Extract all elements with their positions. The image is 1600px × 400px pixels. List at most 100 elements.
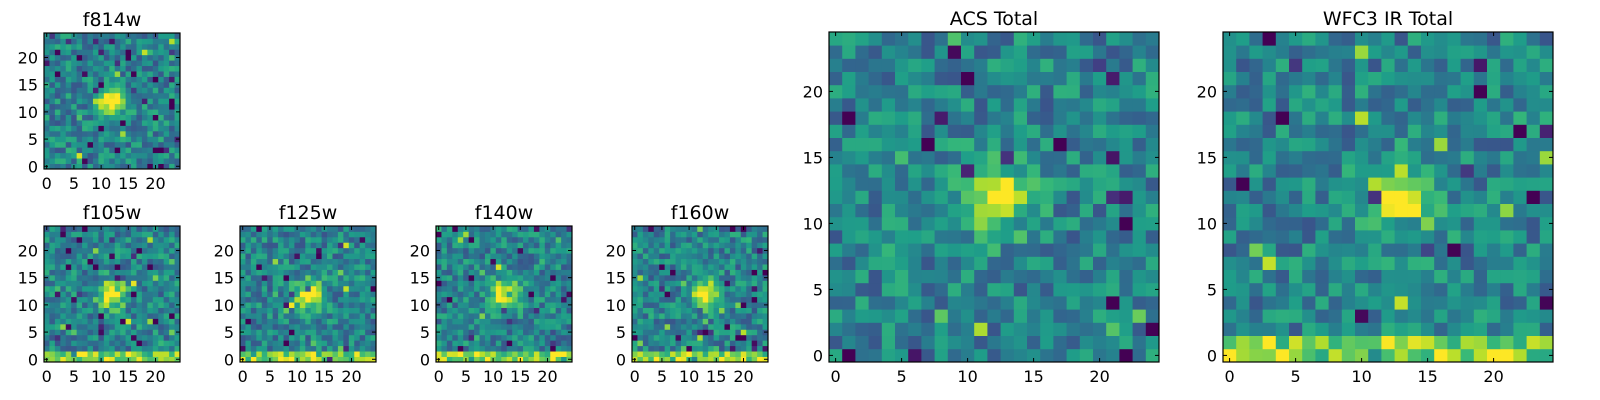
heatmap-cell bbox=[299, 274, 306, 281]
heatmap-cell bbox=[343, 318, 350, 325]
heatmap-cell bbox=[316, 253, 322, 260]
heatmap-cell bbox=[76, 43, 83, 50]
heatmap-cell bbox=[65, 147, 72, 154]
heatmap-cell bbox=[365, 313, 371, 319]
heatmap-cell bbox=[147, 285, 154, 292]
heatmap-cell bbox=[245, 345, 252, 352]
heatmap-cell bbox=[103, 87, 110, 94]
heatmap-cell bbox=[457, 236, 464, 243]
heatmap-cell bbox=[702, 356, 709, 363]
heatmap-cell bbox=[283, 285, 290, 292]
heatmap-cell bbox=[1027, 137, 1041, 152]
heatmap-cell bbox=[71, 258, 78, 265]
heatmap-cell bbox=[895, 84, 909, 99]
heatmap-cell bbox=[71, 87, 78, 94]
heatmap-cell bbox=[751, 285, 758, 292]
heatmap-cell bbox=[103, 130, 110, 137]
heatmap-cell bbox=[141, 280, 148, 287]
x-tick-label: 20 bbox=[1089, 367, 1109, 386]
heatmap-cell bbox=[702, 329, 709, 336]
heatmap-cell bbox=[141, 318, 148, 325]
heatmap-cell bbox=[637, 247, 644, 254]
heatmap-cell bbox=[136, 318, 143, 325]
heatmap-cell bbox=[908, 335, 922, 350]
heatmap-cell bbox=[278, 280, 284, 287]
heatmap-cell bbox=[1473, 256, 1488, 270]
heatmap-cell bbox=[506, 242, 513, 249]
heatmap-cell bbox=[908, 322, 922, 336]
heatmap-cell bbox=[1487, 84, 1501, 99]
heatmap-cell bbox=[446, 258, 453, 265]
heatmap-cell bbox=[1328, 348, 1343, 363]
heatmap-cell bbox=[245, 247, 252, 254]
heatmap-cell bbox=[103, 329, 110, 336]
heatmap-cell bbox=[343, 269, 350, 276]
heatmap-cell bbox=[632, 269, 638, 276]
heatmap-cell bbox=[1341, 256, 1356, 270]
heatmap-cell bbox=[327, 323, 333, 330]
heatmap-cell bbox=[1447, 348, 1461, 363]
heatmap-cell bbox=[675, 323, 682, 330]
heatmap-cell bbox=[49, 49, 56, 56]
heatmap-cell bbox=[702, 340, 709, 347]
heatmap-cell bbox=[131, 158, 137, 164]
heatmap-cell bbox=[680, 291, 687, 298]
heatmap-cell bbox=[544, 329, 551, 336]
heatmap-cell bbox=[441, 269, 448, 276]
heatmap-cell bbox=[240, 307, 246, 314]
heatmap-cell bbox=[1132, 282, 1147, 297]
heatmap-cell bbox=[1355, 164, 1369, 178]
heatmap-cell bbox=[702, 247, 709, 254]
heatmap-cell bbox=[555, 264, 562, 270]
heatmap-cell bbox=[321, 334, 328, 341]
heatmap-cell bbox=[1394, 177, 1409, 191]
heatmap-cell bbox=[691, 340, 698, 347]
heatmap-cell bbox=[240, 253, 246, 260]
heatmap-cell bbox=[1487, 164, 1501, 178]
heatmap-cell bbox=[468, 226, 475, 232]
heatmap-cell bbox=[533, 242, 540, 249]
heatmap-cell bbox=[961, 98, 975, 112]
heatmap-cell bbox=[868, 111, 883, 125]
heatmap-cell bbox=[294, 258, 301, 265]
heatmap-cell bbox=[321, 247, 328, 254]
heatmap-cell bbox=[256, 247, 263, 254]
heatmap-cell bbox=[114, 109, 121, 115]
heatmap-cell bbox=[71, 98, 78, 105]
heatmap-cell bbox=[544, 318, 551, 325]
heatmap-cell bbox=[961, 84, 975, 99]
heatmap-cell bbox=[240, 345, 246, 352]
heatmap-cell bbox=[332, 334, 339, 341]
heatmap-cell bbox=[120, 307, 126, 314]
heatmap-cell bbox=[109, 296, 116, 303]
heatmap-cell bbox=[60, 76, 67, 83]
heatmap-cell bbox=[757, 318, 763, 325]
heatmap-cell bbox=[691, 274, 698, 281]
heatmap-cell bbox=[109, 291, 116, 298]
heatmap-cell bbox=[120, 65, 126, 72]
heatmap-cell bbox=[501, 313, 508, 319]
heatmap-cell bbox=[158, 329, 165, 336]
heatmap-cell bbox=[92, 130, 99, 137]
heatmap-cell bbox=[550, 356, 557, 363]
heatmap-cell bbox=[1539, 216, 1554, 231]
heatmap-cell bbox=[1473, 322, 1488, 336]
heatmap-cell bbox=[1000, 177, 1015, 191]
heatmap-cell bbox=[1249, 164, 1263, 178]
heatmap-cell bbox=[501, 269, 508, 276]
heatmap-cell bbox=[506, 302, 513, 308]
heatmap-cell bbox=[141, 236, 148, 243]
heatmap-cell bbox=[895, 190, 909, 204]
heatmap-cell bbox=[1341, 150, 1356, 165]
heatmap-cell bbox=[1473, 269, 1488, 284]
heatmap-cell bbox=[1355, 137, 1369, 152]
heatmap-cell bbox=[327, 226, 333, 232]
heatmap-cell bbox=[713, 302, 720, 308]
heatmap-cell bbox=[261, 258, 268, 265]
heatmap-cell bbox=[457, 296, 464, 303]
heatmap-cell bbox=[675, 269, 682, 276]
heatmap-cell bbox=[103, 313, 110, 319]
heatmap-cell bbox=[1093, 71, 1107, 86]
heatmap-cell bbox=[855, 335, 869, 350]
